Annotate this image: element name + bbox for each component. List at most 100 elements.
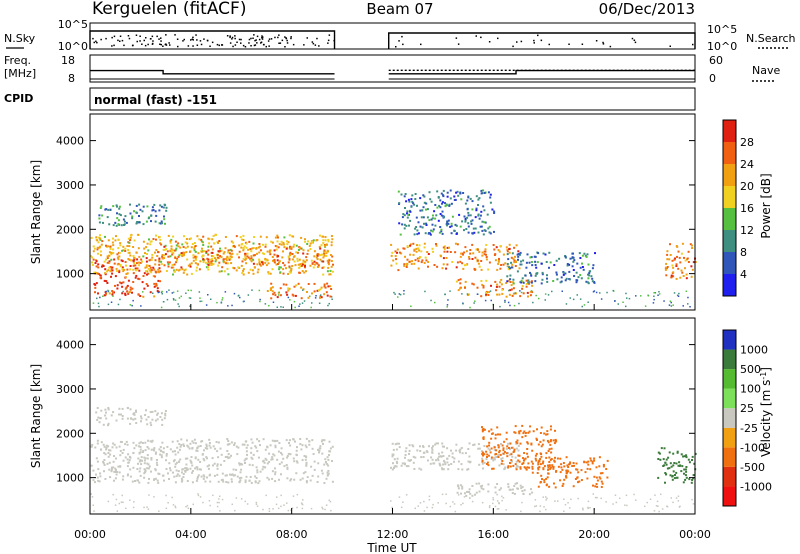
- heatmap-cell: [270, 240, 273, 243]
- heatmap-cell: [174, 255, 177, 258]
- heatmap-cell: [205, 456, 208, 459]
- heatmap-cell: [331, 445, 334, 448]
- heatmap-cell: [293, 260, 296, 263]
- heatmap-cell: [308, 440, 311, 443]
- noise-sky-point: [105, 37, 107, 40]
- heatmap-cell: [130, 259, 133, 262]
- heatmap-cell: [569, 297, 571, 299]
- heatmap-cell: [615, 501, 618, 504]
- heatmap-cell: [523, 489, 526, 492]
- heatmap-cell: [394, 443, 397, 446]
- heatmap-cell: [137, 233, 140, 236]
- heatmap-cell: [108, 254, 111, 257]
- heatmap-cell: [423, 246, 426, 249]
- heatmap-cell: [404, 193, 407, 195]
- heatmap-cell: [216, 505, 219, 508]
- heatmap-cell: [276, 259, 279, 262]
- heatmap-cell: [147, 249, 150, 252]
- heatmap-cell: [499, 245, 502, 248]
- heatmap-cell: [522, 292, 525, 295]
- heatmap-cell: [520, 260, 522, 263]
- heatmap-cell: [526, 455, 529, 458]
- heatmap-cell: [143, 287, 146, 290]
- heatmap-cell: [442, 463, 445, 466]
- heatmap-cell: [606, 459, 609, 462]
- heatmap-cell: [297, 263, 300, 266]
- heatmap-cell: [412, 445, 415, 448]
- heatmap-cell: [413, 203, 416, 206]
- heatmap-cell: [305, 259, 308, 262]
- heatmap-cell: [392, 448, 395, 451]
- heatmap-cell: [512, 446, 515, 449]
- heatmap-cell: [430, 456, 433, 459]
- heatmap-cell: [393, 458, 396, 461]
- heatmap-cell: [494, 491, 497, 494]
- heatmap-cell: [467, 214, 470, 217]
- heatmap-cell: [395, 465, 398, 468]
- heatmap-cell: [435, 244, 438, 247]
- heatmap-cell: [539, 432, 542, 434]
- heatmap-cell: [498, 502, 500, 505]
- heatmap-cell: [120, 282, 123, 285]
- heatmap-cell: [504, 466, 507, 469]
- heatmap-cell: [512, 278, 515, 281]
- heatmap-cell: [231, 503, 233, 506]
- heatmap-cell: [180, 438, 183, 441]
- heatmap-cell: [471, 500, 474, 503]
- noise-sky-point: [192, 39, 194, 41]
- heatmap-cell: [158, 473, 161, 475]
- heatmap-cell: [658, 293, 661, 295]
- heatmap-cell: [277, 255, 280, 258]
- heatmap-cell: [132, 264, 135, 267]
- heatmap-cell: [169, 241, 172, 244]
- heatmap-cell: [182, 443, 185, 446]
- heatmap-cell: [469, 497, 471, 499]
- heatmap-cell: [532, 430, 535, 433]
- heatmap-cell: [220, 270, 223, 273]
- heatmap-cell: [327, 285, 330, 288]
- heatmap-cell: [301, 270, 304, 273]
- heatmap-cell: [328, 302, 330, 305]
- heatmap-cell: [402, 213, 405, 216]
- heatmap-cell: [107, 422, 110, 425]
- heatmap-cell: [183, 235, 185, 238]
- heatmap-cell: [143, 468, 146, 471]
- heatmap-cell: [326, 282, 329, 285]
- heatmap-cell: [191, 447, 194, 450]
- heatmap-cell: [310, 259, 313, 262]
- heatmap-cell: [474, 300, 476, 302]
- heatmap-cell: [546, 277, 548, 280]
- heatmap-cell: [90, 445, 93, 448]
- heatmap-cell: [692, 261, 695, 264]
- noise-sky-point: [182, 40, 184, 42]
- heatmap-cell: [493, 456, 496, 459]
- heatmap-cell: [414, 227, 417, 230]
- heatmap-cell: [396, 251, 398, 254]
- heatmap-cell: [285, 439, 288, 442]
- heatmap-cell: [141, 442, 144, 444]
- noise-sky-point: [633, 39, 636, 41]
- heatmap-cell: [127, 241, 130, 244]
- heatmap-cell: [299, 443, 302, 446]
- heatmap-cell: [515, 460, 518, 463]
- heatmap-cell: [127, 461, 130, 464]
- heatmap-cell: [441, 493, 444, 496]
- noise-sky-point: [581, 43, 584, 45]
- heatmap-cell: [446, 306, 448, 308]
- heatmap-cell: [422, 446, 425, 448]
- noise-sky-point: [252, 37, 254, 39]
- heatmap-cell: [437, 219, 440, 222]
- heatmap-cell: [517, 454, 520, 457]
- heatmap-cell: [676, 245, 679, 248]
- heatmap-cell: [655, 505, 658, 507]
- heatmap-cell: [239, 471, 242, 474]
- heatmap-cell: [675, 471, 678, 474]
- heatmap-cell: [115, 446, 118, 449]
- heatmap-cell: [569, 471, 572, 474]
- heatmap-cell: [146, 506, 148, 508]
- heatmap-cell: [250, 456, 253, 459]
- heatmap-cell: [285, 267, 287, 270]
- heatmap-cell: [676, 451, 679, 454]
- heatmap-cell: [660, 493, 662, 496]
- heatmap-cell: [688, 461, 691, 464]
